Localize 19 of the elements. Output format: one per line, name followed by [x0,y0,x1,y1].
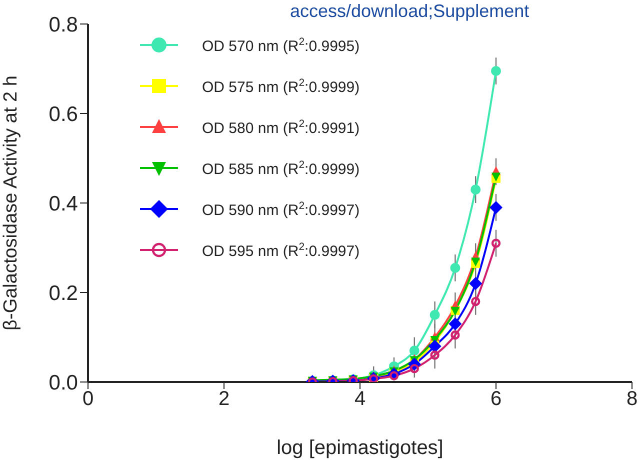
x-tick-label: 8 [626,388,638,410]
legend-label: OD 580 nm (R$^{2}$:0.9991) [202,118,360,137]
x-axis-title: log [epimastigotes] [276,437,444,459]
legend-label: OD 590 nm (R$^{2}$:0.9997) [202,200,360,219]
x-tick-label: 6 [490,388,502,410]
x-tick-label: 4 [354,388,366,410]
y-tick-label: 0.6 [48,102,78,126]
y-tick-label: 0.8 [48,13,78,36]
legend-label: OD 585 nm (R$^{2}$:0.9999) [202,159,360,178]
legend-label: OD 595 nm (R$^{2}$:0.9997) [202,241,360,260]
text: access/download;Supplement [290,1,530,21]
legend-label: OD 570 nm (R$^{2}$:0.9995) [202,36,360,55]
x-tick-label: 0 [82,388,94,410]
y-tick-label: 0.2 [48,282,78,305]
y-tick-label: 0.4 [48,192,78,216]
x-tick-label: 2 [218,388,230,410]
y-tick-label: 0.0 [48,371,78,394]
y-axis-title: β-Galactosidase Activity at 2 h [0,76,22,330]
legend-label: OD 575 nm (R$^{2}$:0.9999) [202,77,360,96]
